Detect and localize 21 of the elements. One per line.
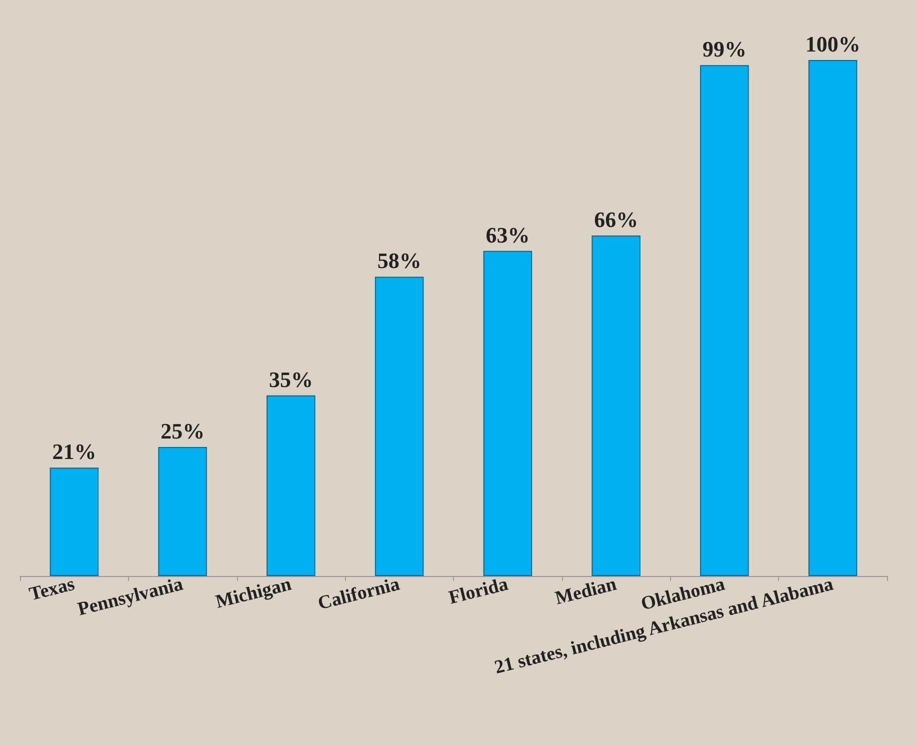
data-label: 66% xyxy=(594,206,638,232)
x-tick-label: Median xyxy=(553,574,620,610)
data-label: 58% xyxy=(377,248,422,274)
x-tick-label: Texas xyxy=(27,574,77,606)
bar xyxy=(808,60,858,576)
data-label: 25% xyxy=(160,418,205,444)
data-label: 99% xyxy=(702,36,746,62)
data-label: 35% xyxy=(268,366,313,392)
bar xyxy=(592,235,640,576)
x-tick-label: California xyxy=(316,574,402,614)
bar xyxy=(700,65,749,576)
bar xyxy=(158,447,207,576)
bar xyxy=(374,276,424,576)
data-label: 63% xyxy=(486,222,530,248)
x-tick-label: Michigan xyxy=(214,574,294,613)
data-label: 21% xyxy=(52,439,96,464)
bar xyxy=(50,468,99,576)
bar xyxy=(483,250,532,576)
bar xyxy=(266,395,316,576)
x-tick-label: Florida xyxy=(446,574,511,609)
data-label: 100% xyxy=(805,32,860,56)
